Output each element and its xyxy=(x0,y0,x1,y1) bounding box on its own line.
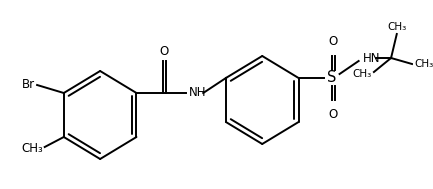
Text: CH₃: CH₃ xyxy=(21,142,43,154)
Text: Br: Br xyxy=(22,77,35,91)
Text: CH₃: CH₃ xyxy=(387,22,407,32)
Text: S: S xyxy=(327,70,336,85)
Text: NH: NH xyxy=(189,87,207,99)
Text: O: O xyxy=(328,35,337,48)
Text: CH₃: CH₃ xyxy=(414,59,433,69)
Text: O: O xyxy=(328,108,337,121)
Text: CH₃: CH₃ xyxy=(353,69,372,79)
Text: O: O xyxy=(159,45,169,58)
Text: HN: HN xyxy=(362,51,380,64)
